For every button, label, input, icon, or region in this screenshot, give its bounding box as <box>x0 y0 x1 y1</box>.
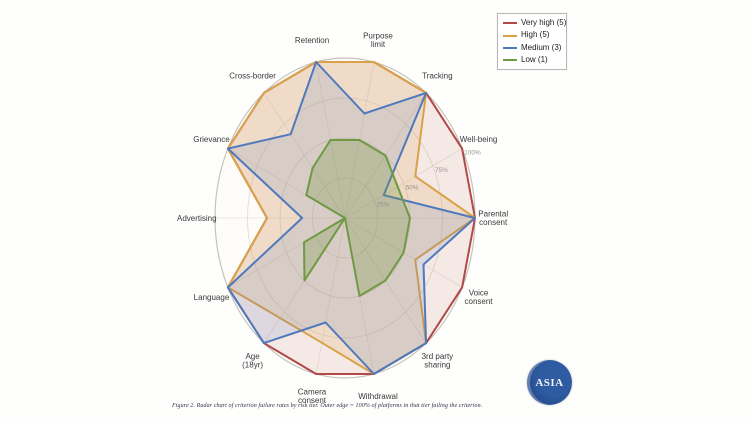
radial-tick-label: 100% <box>464 150 481 157</box>
legend-item-label: Medium (3) <box>521 42 562 52</box>
axis-label-retention: Retention <box>295 36 329 45</box>
radial-tick-label: 50% <box>406 184 419 191</box>
radar-series-high-5- <box>226 61 476 375</box>
legend-line-swatch <box>503 59 517 62</box>
axis-label-camera-consent: Camera consent <box>298 387 327 405</box>
axis-label-advertising: Advertising <box>177 214 217 223</box>
radar-series-medium-3- <box>226 61 476 375</box>
asia-logo-text: ASIA <box>535 376 564 389</box>
radial-tick-label: 75% <box>435 167 448 174</box>
chart-legend: Very high (5) High (5) Medium (3) Low (1) <box>497 13 567 70</box>
axis-label-parental-consent: Parental consent <box>478 210 508 228</box>
legend-item-1: High (5) <box>503 30 562 40</box>
legend-item-label: Low (1) <box>521 54 548 64</box>
axis-label-3rd-party-sharing: 3rd party sharing <box>422 352 454 370</box>
axis-label-purpose-limit: Purpose limit <box>363 32 393 50</box>
legend-line-swatch <box>503 22 517 25</box>
axis-label-age-18yr-: Age (18yr) <box>242 352 263 370</box>
radar-gridline-75% <box>247 97 443 339</box>
legend-item-0: Very high (5) <box>503 18 566 28</box>
axis-label-withdrawal: Withdrawal <box>358 392 398 401</box>
axis-label-voice-consent: Voice consent <box>465 289 494 307</box>
radial-tick-label: 25% <box>376 202 389 209</box>
legend-line-swatch <box>503 46 517 49</box>
legend-item-label: High (5) <box>521 30 550 40</box>
axis-label-grievance: Grievance <box>193 135 230 144</box>
legend-line-swatch <box>503 34 517 37</box>
radar-gridline-25% <box>312 177 378 259</box>
legend-item-2: Medium (3) <box>503 42 562 53</box>
axis-label-tracking: Tracking <box>422 71 452 80</box>
legend-item-label: Very high (5) <box>521 18 567 27</box>
figure-caption: Figure 2. Radar chart of criterion failu… <box>172 403 483 409</box>
axis-label-language: Language <box>194 293 230 302</box>
asia-logo: ASIA <box>527 360 572 405</box>
axis-label-well-being: Well-being <box>460 135 498 144</box>
legend-item-3: Low (1) <box>503 54 562 65</box>
axis-label-cross-border: Cross-border <box>229 71 276 80</box>
radar-series-low-1- <box>303 139 411 297</box>
